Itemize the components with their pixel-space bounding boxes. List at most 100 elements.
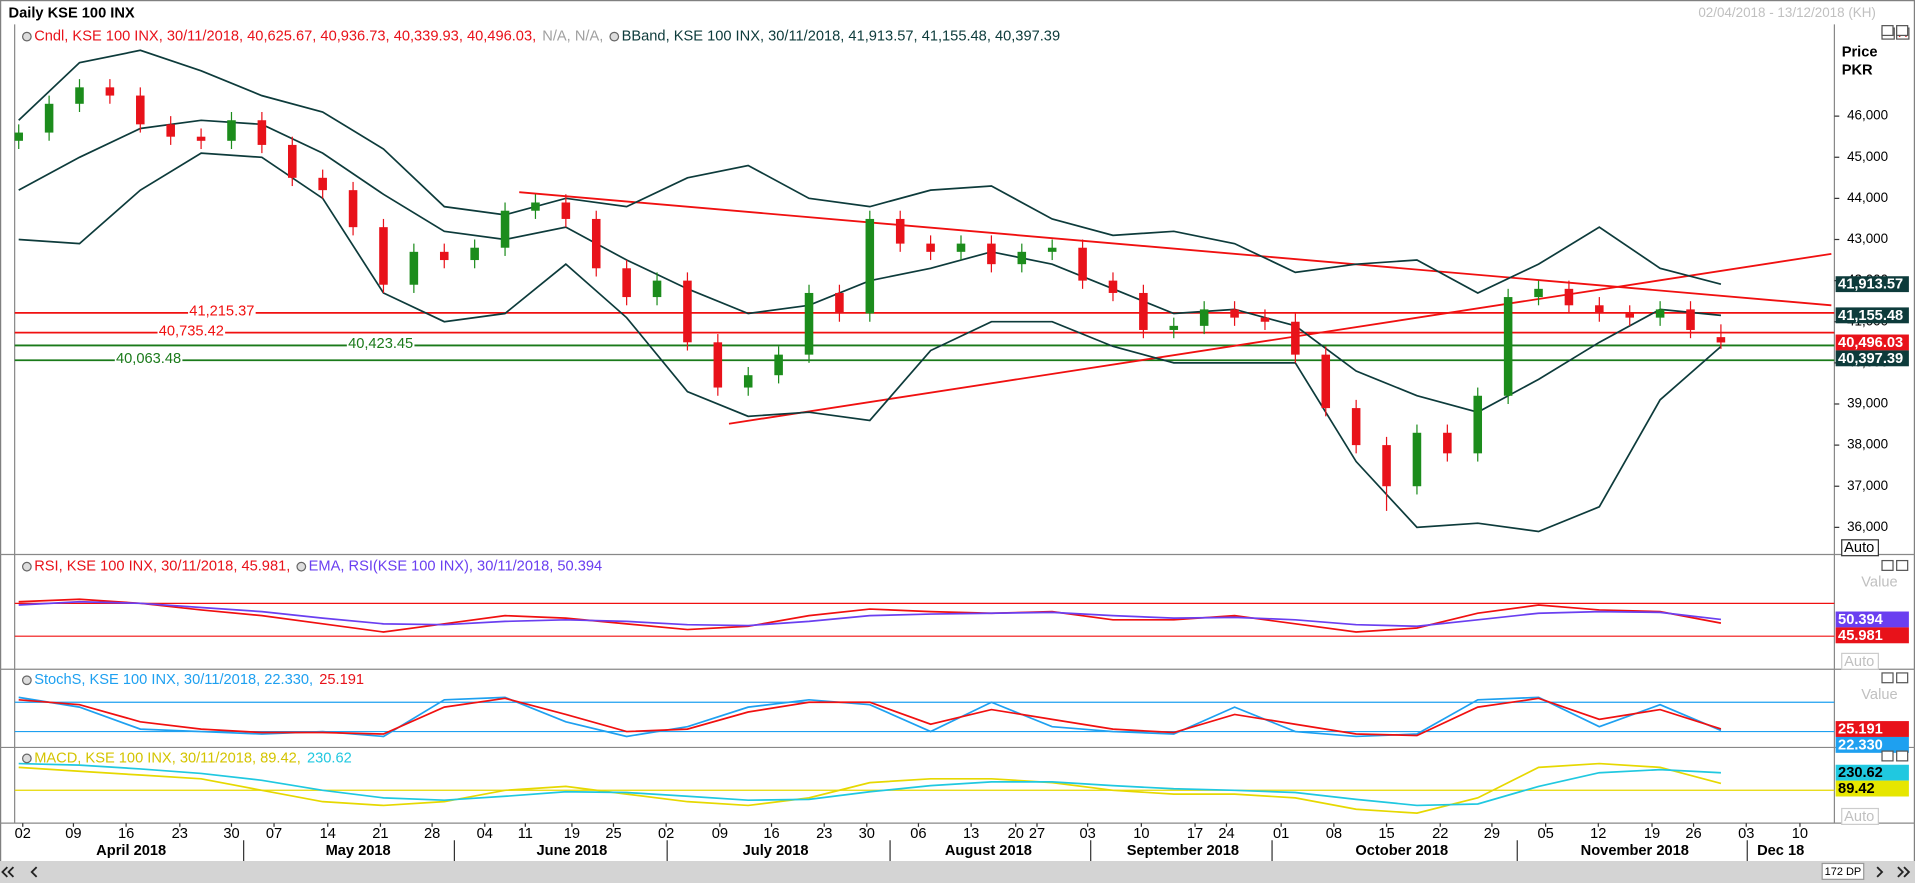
legend-entry: 230.62	[307, 750, 352, 766]
x-tick-label: 22	[1432, 826, 1448, 842]
x-tick-label: 03	[1738, 826, 1754, 842]
candle-body	[1139, 292, 1148, 330]
scroll-left[interactable]	[30, 866, 38, 878]
candle-body	[1534, 288, 1543, 298]
scroll-first[interactable]	[1, 866, 15, 878]
candle-body	[1260, 317, 1270, 322]
month-label: September 2018	[1127, 843, 1239, 859]
candle-body	[622, 268, 631, 298]
candle-body	[470, 247, 479, 261]
scroll-right[interactable]	[1876, 866, 1884, 878]
candle-body	[865, 218, 875, 314]
value-caption: Value	[1861, 574, 1897, 590]
panel-close[interactable]	[1896, 672, 1909, 684]
panel	[14, 696, 1835, 738]
date-range: 02/04/2018 - 13/12/2018 (KH)	[1698, 5, 1876, 20]
x-tick-label: 16	[763, 826, 779, 842]
line-label-bg	[188, 303, 256, 320]
candle-body	[591, 218, 601, 269]
panel-button[interactable]	[1881, 750, 1894, 762]
indicator-line	[18, 762, 1721, 807]
line-label: 40,063.48	[116, 351, 181, 367]
line-label-bg	[114, 350, 183, 367]
panel-button[interactable]	[1881, 559, 1894, 571]
x-tick-label: 13	[963, 826, 979, 842]
value-tag	[1835, 764, 1909, 781]
candle-body	[1412, 432, 1422, 487]
panel	[14, 49, 1835, 533]
candle-body	[409, 251, 419, 285]
legend-icon	[21, 675, 32, 686]
panel-close[interactable]	[1896, 750, 1909, 762]
indicator-line	[18, 152, 1722, 533]
month-label: June 2018	[537, 843, 608, 859]
x-tick-label: 05	[1537, 826, 1553, 842]
month-label: April 2018	[96, 843, 166, 859]
trend-line	[519, 191, 1832, 307]
x-tick-label: 11	[518, 826, 533, 842]
scale-mode-box	[1841, 652, 1879, 670]
panel-button[interactable]	[1881, 25, 1894, 37]
x-tick-label: 14	[320, 826, 336, 842]
candle-body	[1503, 297, 1513, 396]
value-tag	[1835, 276, 1909, 293]
legend-entry: EMA, RSI(KSE 100 INX), 30/11/2018, 50.39…	[309, 559, 603, 575]
candle-body	[652, 280, 662, 298]
trend-line	[728, 252, 1832, 425]
candle-body	[895, 218, 905, 244]
x-tick-label: 02	[15, 826, 31, 842]
line-label-bg	[157, 323, 226, 340]
x-tick-label: 04	[477, 826, 493, 842]
panel	[14, 762, 1835, 815]
x-tick-label: 25	[605, 826, 621, 842]
value-caption: Value	[1861, 687, 1897, 703]
candle-body	[835, 292, 844, 314]
candle-body	[1017, 251, 1027, 265]
x-tick-label: 19	[1644, 826, 1660, 842]
candle-body	[804, 292, 814, 355]
x-tick-label: 21	[372, 826, 388, 842]
month-label: November 2018	[1581, 843, 1689, 859]
panel-button[interactable]	[1881, 672, 1894, 684]
x-tick-label: 07	[266, 826, 282, 842]
panel-close[interactable]	[1896, 25, 1909, 37]
candle-body	[956, 243, 966, 252]
candle-body	[1199, 309, 1209, 326]
x-tick-label: 10	[1792, 826, 1808, 842]
candle-body	[683, 280, 692, 343]
candle-body	[1108, 280, 1118, 293]
y-tick-label: 39,000	[1847, 396, 1888, 411]
legend-icon	[296, 561, 307, 572]
legend-icon	[21, 31, 32, 42]
x-tick-label: 16	[118, 826, 134, 842]
candle-body	[1047, 247, 1057, 252]
value-tag-label: 50.394	[1838, 612, 1884, 628]
bar-count: 172 DP	[1825, 866, 1862, 878]
legend-entry: N/A, N/A,	[542, 29, 603, 45]
y-tick-label: 37,000	[1847, 478, 1888, 493]
value-tag-label: 41,913.57	[1838, 277, 1903, 293]
candle-body	[318, 177, 327, 191]
y-tick-label: 36,000	[1847, 519, 1888, 534]
candle-body	[1351, 408, 1361, 446]
candle-body	[774, 354, 783, 376]
y-tick-label: 44,000	[1847, 190, 1888, 205]
candle-body	[379, 227, 388, 285]
value-tag	[1835, 350, 1909, 367]
x-tick-label: 08	[1326, 826, 1342, 842]
value-tag-label: 40,397.39	[1838, 351, 1903, 367]
candle-body	[1291, 321, 1300, 355]
x-tick-label: 09	[712, 826, 728, 842]
x-tick-label: 19	[564, 826, 580, 842]
panel-close[interactable]	[1896, 559, 1909, 571]
value-tag	[1835, 627, 1909, 644]
scroll-last[interactable]	[1897, 866, 1911, 878]
candle-body	[1595, 305, 1604, 314]
candle-body	[288, 144, 297, 178]
candle-body	[987, 243, 996, 265]
indicator-line	[18, 762, 1722, 815]
candle-body	[926, 243, 935, 252]
scroll-track[interactable]	[0, 861, 1915, 883]
scrollbar[interactable]: 172 DP	[0, 861, 1915, 883]
